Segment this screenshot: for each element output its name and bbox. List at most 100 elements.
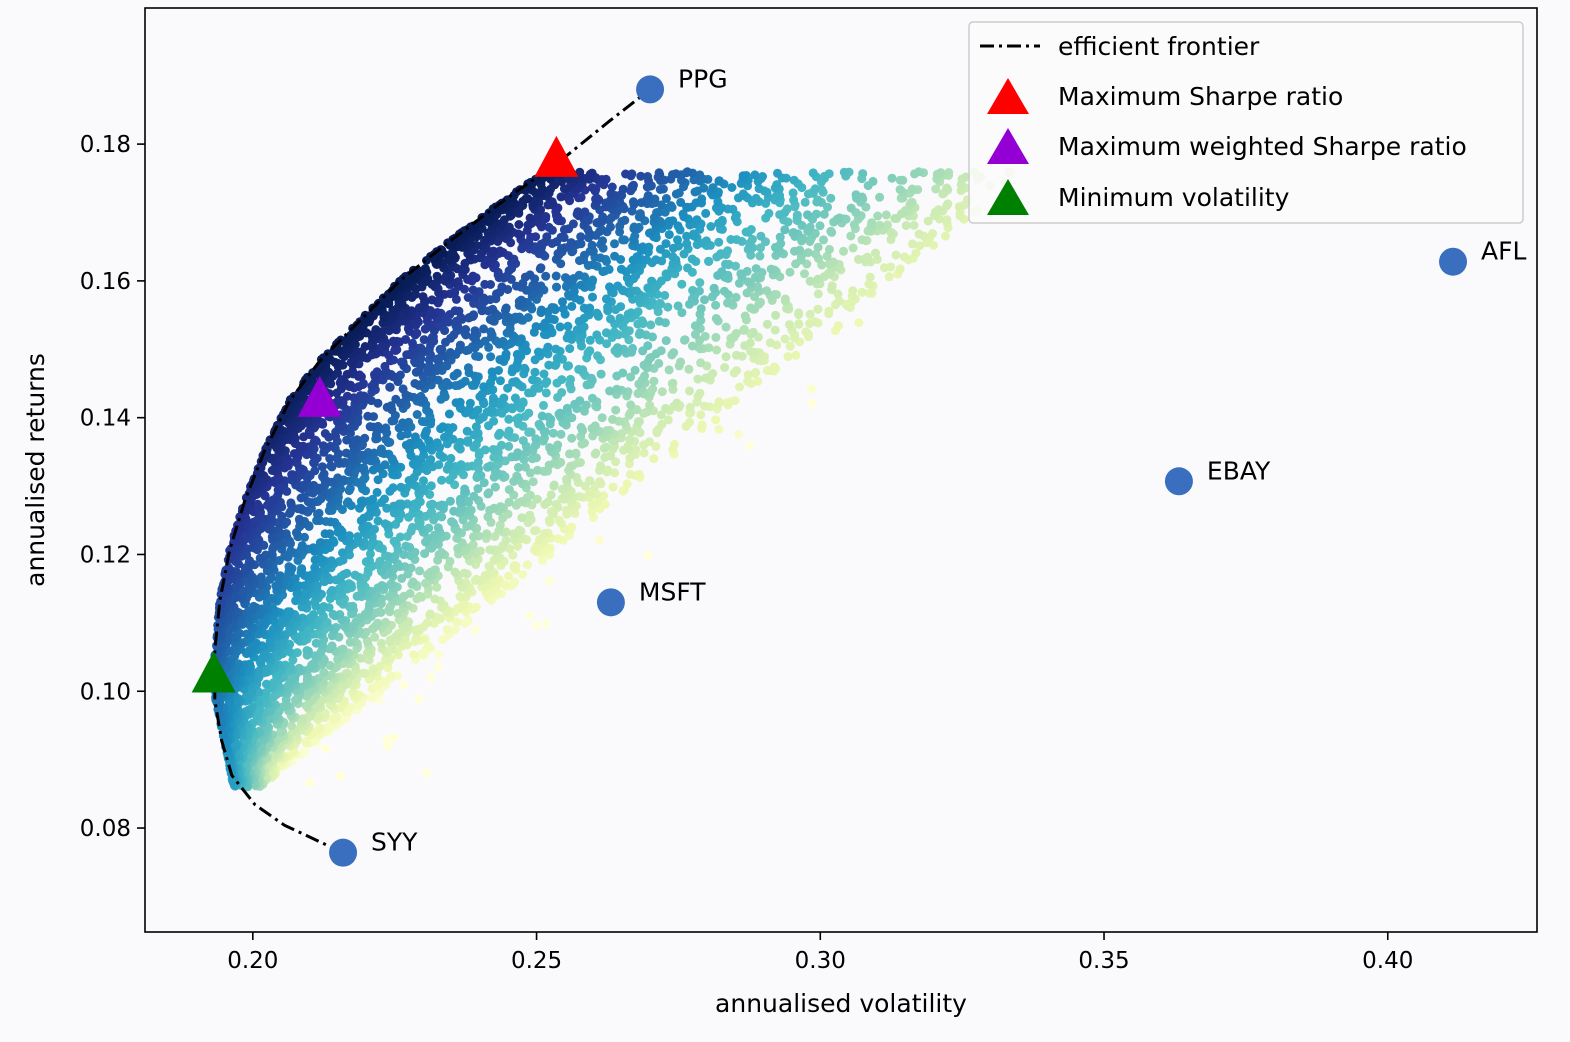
random-portfolio-point bbox=[373, 618, 383, 628]
random-portfolio-point bbox=[794, 319, 804, 329]
random-portfolio-point bbox=[535, 535, 545, 544]
random-portfolio-point bbox=[714, 237, 724, 247]
random-portfolio-point bbox=[636, 171, 646, 181]
random-portfolio-point bbox=[422, 768, 432, 778]
random-portfolio-point bbox=[498, 513, 508, 523]
random-portfolio-point bbox=[712, 345, 722, 355]
random-portfolio-point bbox=[442, 624, 452, 634]
random-portfolio-point bbox=[528, 477, 538, 487]
random-portfolio-point bbox=[695, 388, 705, 398]
random-portfolio-point bbox=[501, 303, 511, 313]
random-portfolio-point bbox=[773, 168, 782, 178]
random-portfolio-point bbox=[514, 297, 524, 306]
random-portfolio-point bbox=[860, 254, 870, 264]
random-portfolio-point bbox=[611, 405, 621, 415]
random-portfolio-point bbox=[296, 493, 306, 503]
random-portfolio-point bbox=[531, 322, 541, 332]
random-portfolio-point bbox=[610, 468, 620, 478]
random-portfolio-point bbox=[854, 318, 864, 328]
random-portfolio-point bbox=[711, 332, 721, 342]
random-portfolio-point bbox=[639, 448, 649, 458]
random-portfolio-point bbox=[648, 384, 658, 394]
random-portfolio-point bbox=[446, 453, 456, 463]
random-portfolio-point bbox=[613, 343, 623, 353]
random-portfolio-point bbox=[532, 494, 542, 504]
random-portfolio-point bbox=[839, 246, 848, 256]
random-portfolio-point bbox=[267, 466, 277, 475]
random-portfolio-point bbox=[509, 561, 519, 571]
random-portfolio-point bbox=[661, 239, 671, 249]
random-portfolio-point bbox=[419, 476, 428, 486]
random-portfolio-point bbox=[606, 314, 615, 324]
random-portfolio-point bbox=[386, 635, 395, 645]
random-portfolio-point bbox=[609, 327, 619, 337]
random-portfolio-point bbox=[672, 398, 682, 408]
random-portfolio-point bbox=[791, 350, 801, 360]
random-portfolio-point bbox=[758, 172, 767, 181]
random-portfolio-point bbox=[596, 369, 606, 379]
random-portfolio-point bbox=[806, 384, 816, 394]
random-portfolio-point bbox=[660, 290, 670, 300]
random-portfolio-point bbox=[633, 307, 643, 317]
random-portfolio-point bbox=[514, 498, 523, 508]
random-portfolio-point bbox=[410, 379, 420, 388]
random-portfolio-point bbox=[696, 410, 706, 420]
random-portfolio-point bbox=[714, 176, 724, 186]
random-portfolio-point bbox=[664, 230, 674, 240]
random-portfolio-point bbox=[302, 646, 312, 655]
random-portfolio-point bbox=[434, 550, 444, 560]
random-portfolio-point bbox=[562, 361, 572, 371]
random-portfolio-point bbox=[808, 168, 818, 178]
random-portfolio-point bbox=[891, 250, 901, 260]
random-portfolio-point bbox=[307, 660, 317, 670]
random-portfolio-point bbox=[858, 169, 868, 179]
random-portfolio-point bbox=[865, 272, 875, 282]
random-portfolio-point bbox=[865, 288, 875, 298]
random-portfolio-point bbox=[881, 210, 891, 220]
random-portfolio-point bbox=[539, 369, 549, 379]
random-portfolio-point bbox=[488, 445, 498, 454]
random-portfolio-point bbox=[791, 259, 801, 269]
random-portfolio-point bbox=[585, 335, 595, 345]
random-portfolio-point bbox=[914, 229, 924, 239]
random-portfolio-point bbox=[762, 365, 772, 375]
random-portfolio-point bbox=[646, 320, 656, 330]
random-portfolio-point bbox=[770, 325, 780, 335]
random-portfolio-point bbox=[585, 346, 595, 356]
random-portfolio-point bbox=[585, 476, 595, 486]
random-portfolio-point bbox=[868, 176, 878, 186]
random-portfolio-point bbox=[530, 526, 540, 536]
random-portfolio-point bbox=[455, 340, 465, 350]
random-portfolio-point bbox=[539, 400, 548, 410]
random-portfolio-point bbox=[780, 225, 790, 235]
random-portfolio-point bbox=[520, 272, 530, 282]
random-portfolio-point bbox=[558, 297, 567, 307]
random-portfolio-point bbox=[785, 320, 794, 330]
random-portfolio-point bbox=[564, 329, 574, 339]
random-portfolio-point bbox=[518, 436, 528, 446]
random-portfolio-point bbox=[520, 462, 530, 472]
random-portfolio-point bbox=[297, 541, 307, 551]
random-portfolio-point bbox=[640, 371, 650, 381]
random-portfolio-point bbox=[522, 560, 532, 570]
random-portfolio-point bbox=[639, 360, 649, 370]
random-portfolio-point bbox=[361, 557, 371, 567]
random-portfolio-point bbox=[485, 505, 495, 515]
random-portfolio-point bbox=[338, 548, 347, 558]
random-portfolio-point bbox=[819, 209, 829, 219]
random-portfolio-point bbox=[518, 570, 528, 580]
random-portfolio-point bbox=[284, 562, 294, 572]
random-portfolio-point bbox=[383, 559, 392, 569]
random-portfolio-point bbox=[721, 352, 731, 362]
random-portfolio-point bbox=[669, 439, 679, 449]
random-portfolio-point bbox=[875, 192, 885, 202]
random-portfolio-point bbox=[857, 235, 867, 245]
random-portfolio-point bbox=[591, 194, 601, 204]
random-portfolio-point bbox=[495, 520, 505, 530]
random-portfolio-point bbox=[562, 505, 571, 515]
random-portfolio-point bbox=[574, 316, 584, 326]
random-portfolio-point bbox=[629, 222, 639, 232]
random-portfolio-point bbox=[381, 551, 390, 561]
random-portfolio-point bbox=[489, 576, 499, 586]
random-portfolio-point bbox=[716, 249, 726, 259]
